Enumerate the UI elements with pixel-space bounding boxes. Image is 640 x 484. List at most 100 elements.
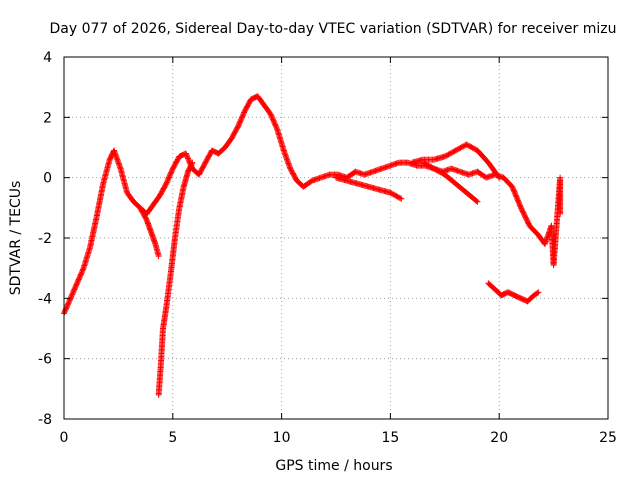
data-point [64,301,71,308]
y-tick-label: -4 [38,291,52,307]
data-point [78,268,85,275]
data-point [534,290,541,297]
x-tick-label: 15 [381,430,399,446]
series-lower-branch [333,174,405,202]
data-point [63,304,70,311]
data-point [76,275,83,282]
data-point [71,286,78,293]
data-point [72,284,79,291]
data-point [185,155,192,162]
data-point [273,125,280,132]
series-end-points [548,174,564,269]
data-point [271,120,278,127]
data-point [267,111,274,118]
data-point [272,121,279,128]
data-point [189,159,196,166]
data-point [238,114,245,121]
data-point [167,170,174,177]
data-point [79,267,86,274]
data-point [71,285,78,292]
data-point [236,120,243,127]
data-point [61,309,68,316]
data-point [397,195,404,202]
data-point [66,296,73,303]
data-point [235,123,242,130]
data-point [74,278,81,285]
x-tick-label: 5 [168,430,177,446]
y-tick-label: -8 [38,412,52,428]
series-early-dip [137,204,162,260]
x-tick-label: 25 [599,430,617,446]
chart-title: Day 077 of 2026, Sidereal Day-to-day VTE… [50,21,617,37]
data-point [237,118,244,125]
series-spike [155,159,196,398]
data-point [80,266,87,273]
series-descending-branch [420,159,481,205]
data-point [474,198,481,205]
data-point [65,300,72,307]
x-axis-title: GPS time / hours [275,458,392,474]
data-point [473,197,480,204]
series-upper-arc [409,141,503,181]
data-point [240,110,247,117]
tick-layer [63,56,609,420]
data-point [69,291,76,298]
x-tick-label: 0 [60,430,69,446]
data-point [72,282,79,289]
y-tick-label: -2 [38,231,52,247]
y-tick-label: -6 [38,352,52,368]
data-point [272,122,279,129]
data-point [163,180,170,187]
data-layer [61,93,564,398]
y-axis-title: SDTVAR / TECUs [8,181,24,296]
x-tick-label: 10 [273,430,291,446]
data-point [65,299,72,306]
data-point [165,175,172,182]
data-point [166,173,173,180]
data-point [68,292,75,299]
x-tick-label: 20 [490,430,508,446]
data-point [164,176,171,183]
data-point [270,118,277,125]
data-point [237,117,244,124]
data-point [70,287,77,294]
data-point [188,160,195,167]
data-point [77,271,84,278]
data-point [69,290,76,297]
data-point [155,253,162,260]
data-point [183,153,190,160]
data-point [269,116,276,123]
data-point [165,174,172,181]
data-point [184,154,191,161]
data-point [236,119,243,126]
data-point [182,150,189,157]
series-isolated-low [485,280,542,305]
data-point [75,277,82,284]
data-point [238,115,245,122]
data-point [496,174,503,181]
y-tick-label: 2 [43,110,52,126]
y-tick-label: 0 [43,171,52,187]
data-point [273,123,280,130]
data-point [495,173,502,180]
series-main-track [61,93,555,317]
label-layer: 0 5 10 15 20 25 -8 -6 -4 -2 0 2 4 [38,50,617,446]
data-point [398,195,405,202]
data-point [77,272,84,279]
data-point [535,289,542,296]
y-tick-label: 4 [43,50,52,66]
data-point [66,297,73,304]
data-point [64,302,71,309]
data-point [164,178,171,185]
data-point [185,156,192,163]
data-point [268,113,275,120]
data-point [168,168,175,175]
data-point [239,112,246,119]
data-point [163,179,170,186]
data-point [62,307,69,314]
data-point [270,117,277,124]
data-point [70,289,77,296]
